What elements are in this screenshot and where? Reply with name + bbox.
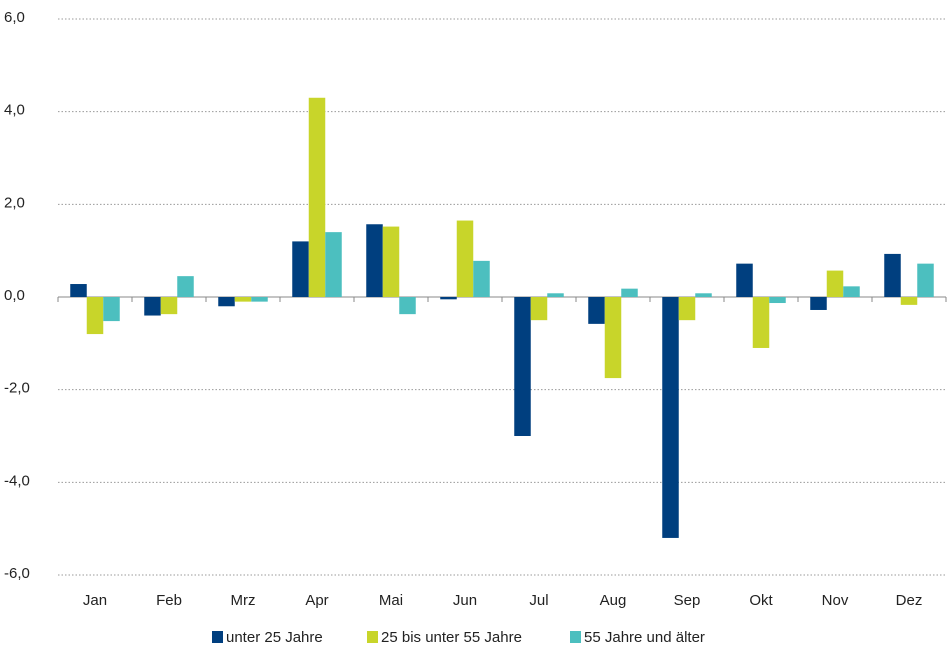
bar bbox=[292, 241, 309, 297]
y-tick-label: 4,0 bbox=[4, 102, 25, 119]
bar bbox=[752, 297, 770, 348]
y-tick-label: -4,0 bbox=[4, 472, 30, 489]
x-tick-label: Jan bbox=[83, 592, 107, 609]
y-tick-label: 0,0 bbox=[4, 287, 25, 304]
legend-swatch bbox=[367, 631, 378, 643]
bar bbox=[530, 297, 548, 321]
legend-swatch bbox=[212, 631, 223, 643]
bar bbox=[514, 297, 531, 436]
bar bbox=[382, 226, 400, 297]
bar bbox=[399, 297, 416, 315]
bar bbox=[678, 297, 696, 321]
legend-label: 25 bis unter 55 Jahre bbox=[381, 629, 522, 646]
bar bbox=[218, 297, 235, 307]
bar bbox=[308, 97, 326, 298]
bar bbox=[547, 293, 564, 297]
bar bbox=[604, 297, 622, 379]
bar bbox=[456, 220, 474, 297]
x-tick-label: Apr bbox=[305, 592, 328, 609]
x-tick-label: Aug bbox=[600, 592, 627, 609]
bar bbox=[769, 297, 786, 304]
bar bbox=[234, 297, 252, 302]
bar bbox=[621, 288, 638, 297]
bar bbox=[103, 297, 120, 322]
legend-label: unter 25 Jahre bbox=[226, 629, 323, 646]
bar bbox=[826, 270, 844, 297]
bar bbox=[695, 293, 712, 297]
bar bbox=[251, 297, 268, 302]
bar bbox=[588, 297, 605, 324]
x-tick-label: Jul bbox=[529, 592, 548, 609]
bar bbox=[810, 297, 827, 310]
x-tick-label: Nov bbox=[822, 592, 849, 609]
legend-swatch bbox=[570, 631, 581, 643]
bar bbox=[177, 276, 194, 297]
bar bbox=[440, 297, 457, 300]
y-tick-label: -6,0 bbox=[4, 565, 30, 582]
bar bbox=[86, 297, 104, 335]
y-tick-label: 6,0 bbox=[4, 9, 25, 26]
bar bbox=[366, 224, 383, 297]
bar bbox=[144, 297, 161, 316]
x-tick-label: Dez bbox=[896, 592, 923, 609]
bar bbox=[736, 263, 753, 297]
bar bbox=[70, 284, 87, 297]
x-tick-label: Feb bbox=[156, 592, 182, 609]
bar bbox=[160, 297, 178, 315]
x-tick-label: Sep bbox=[674, 592, 701, 609]
bar bbox=[917, 263, 934, 297]
x-tick-label: Jun bbox=[453, 592, 477, 609]
bar bbox=[900, 297, 918, 305]
y-tick-label: -2,0 bbox=[4, 380, 30, 397]
x-tick-label: Mai bbox=[379, 592, 403, 609]
x-tick-label: Okt bbox=[749, 592, 773, 609]
y-tick-label: 2,0 bbox=[4, 194, 25, 211]
bar bbox=[662, 297, 679, 538]
x-tick-label: Mrz bbox=[231, 592, 256, 609]
bar bbox=[843, 286, 860, 297]
bar bbox=[325, 232, 342, 297]
bar bbox=[473, 260, 490, 297]
bar bbox=[884, 253, 901, 297]
legend-label: 55 Jahre und älter bbox=[584, 629, 705, 646]
